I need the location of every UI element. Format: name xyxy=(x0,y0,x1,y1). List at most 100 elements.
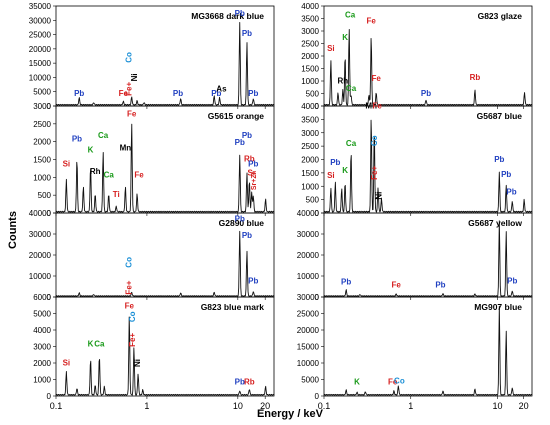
x-tick-label: 0.1 xyxy=(50,401,63,411)
spectrum-panel: 0 1000 2000 3000 4000 5000 6000 G823 blue mark S… xyxy=(33,293,275,411)
element-peak-label: Ni xyxy=(374,192,383,200)
y-tick-label: 500 xyxy=(38,191,52,200)
y-tick-label: 5000 xyxy=(33,88,51,97)
y-tick-label: 20000 xyxy=(29,45,52,54)
element-peak-label: Fe xyxy=(134,170,144,179)
panel-title: G5687 yellow xyxy=(468,218,522,228)
spectrum-line xyxy=(323,119,533,213)
x-tick-label: 20 xyxy=(260,401,270,411)
x-tick-label: 20 xyxy=(519,401,529,411)
element-peak-label: Fe xyxy=(372,74,382,83)
panel-title: G823 blue mark xyxy=(201,302,265,312)
spectrum-line xyxy=(55,230,275,297)
element-peak-label: Fe+ xyxy=(125,82,134,96)
element-peak-label: Fe xyxy=(367,17,377,26)
y-tick-label: 10000 xyxy=(29,272,52,281)
y-tick-label: 4000 xyxy=(33,326,51,335)
element-peak-label: Pb xyxy=(235,9,245,18)
element-peak-label: Si xyxy=(63,358,71,367)
spectrum-panel: 0 500 1000 1500 2000 2500 3000 3500 4000 G823 gla… xyxy=(301,2,533,111)
y-tick-label: 2000 xyxy=(301,52,319,61)
element-peak-label: Pb xyxy=(235,138,245,147)
y-tick-label: 500 xyxy=(306,196,320,205)
element-peak-label: Co xyxy=(125,52,134,63)
y-tick-label: 0 xyxy=(315,209,320,218)
spectrum-panel: 0 5000 10000 15000 20000 25000 30000 MG907 blue… xyxy=(297,293,533,411)
x-tick-label: 10 xyxy=(233,401,243,411)
y-tick-label: 15000 xyxy=(297,343,320,352)
element-peak-label: Pb xyxy=(74,89,84,98)
y-tick-label: 10000 xyxy=(29,73,52,82)
element-peak-label: Pb xyxy=(501,170,511,179)
y-tick-label: 20000 xyxy=(297,251,320,260)
y-tick-label: 30000 xyxy=(297,293,320,302)
spectrum-panel: 0 10000 20000 30000 40000 G5687 yellow Pb Fe Pb P… xyxy=(297,209,533,302)
element-peak-label: Pb xyxy=(494,155,504,164)
y-tick-label: 30000 xyxy=(29,230,52,239)
y-tick-label: 3000 xyxy=(33,102,51,111)
y-tick-label: 20000 xyxy=(297,326,320,335)
element-peak-label: As xyxy=(216,85,227,94)
element-peak-label: Rh xyxy=(338,77,349,86)
element-peak-label: Pb xyxy=(507,276,517,285)
y-tick-label: 1500 xyxy=(301,65,319,74)
y-tick-label: 0 xyxy=(47,102,52,111)
element-peak-label: Pb xyxy=(242,29,252,38)
element-peak-label: K xyxy=(354,377,360,386)
element-peak-label: Co xyxy=(125,257,134,268)
element-peak-label: Ca xyxy=(94,340,105,349)
element-peak-label: Si xyxy=(327,171,335,180)
element-peak-label: Ca xyxy=(346,139,357,148)
element-peak-label: Fe xyxy=(392,281,402,290)
element-peak-label: Co xyxy=(370,135,379,146)
element-peak-label: Rh xyxy=(90,167,101,176)
y-tick-label: 0 xyxy=(315,102,320,111)
y-tick-label: 10000 xyxy=(297,272,320,281)
element-peak-label: Pb xyxy=(235,377,245,386)
element-peak-label: Fe+ xyxy=(125,280,134,294)
spectrum-line xyxy=(323,305,533,396)
y-tick-label: 2500 xyxy=(301,142,319,151)
panel-title: G5687 blue xyxy=(477,111,523,121)
y-tick-label: 3500 xyxy=(301,115,319,124)
element-peak-label: Pb xyxy=(173,89,183,98)
y-axis-label: Counts xyxy=(7,211,19,249)
x-tick-label: 0.1 xyxy=(318,401,331,411)
spectrum-panel: 0 5000 10000 15000 20000 25000 30000 35000 MG366… xyxy=(29,2,275,111)
y-tick-label: 2000 xyxy=(301,156,319,165)
element-peak-label: K xyxy=(342,166,348,175)
element-peak-label: Sr xyxy=(247,169,255,178)
element-peak-label: Pb xyxy=(248,160,258,169)
element-peak-label: Pb xyxy=(341,277,351,286)
element-peak-label: Pb xyxy=(435,281,445,290)
y-tick-label: 2000 xyxy=(33,138,51,147)
element-peak-label: Fe+ xyxy=(370,166,379,180)
element-peak-label: Fe xyxy=(127,110,137,119)
element-peak-label: Pb xyxy=(421,89,431,98)
panel-title: MG907 blue xyxy=(474,302,522,312)
y-tick-label: 500 xyxy=(306,90,320,99)
element-peak-label: Ca xyxy=(98,131,109,140)
x-tick-label: 1 xyxy=(144,401,149,411)
element-peak-label: Ca xyxy=(345,10,356,19)
y-tick-label: 4000 xyxy=(301,2,319,11)
element-peak-label: Ti xyxy=(113,190,120,199)
y-tick-label: 0 xyxy=(47,293,52,302)
element-peak-label: Si xyxy=(63,160,71,169)
element-peak-label: K xyxy=(88,340,94,349)
x-axis-label: Energy / keV xyxy=(257,408,324,420)
element-peak-label: Ca xyxy=(104,170,115,179)
panel-title: MG3668 dark blue xyxy=(191,11,264,21)
y-tick-label: 1000 xyxy=(301,182,319,191)
element-peak-label: Pb xyxy=(235,214,245,223)
y-tick-label: 4000 xyxy=(301,102,319,111)
element-peak-label: Rb xyxy=(244,154,255,163)
y-tick-label: 20000 xyxy=(29,251,52,260)
element-peak-label: Co xyxy=(394,376,405,385)
spectrum-panel: 0 500 1000 1500 2000 2500 3000 G5615 orange Si Pb… xyxy=(33,102,275,218)
element-peak-label: Si xyxy=(327,44,335,53)
element-peak-label: Mn xyxy=(120,144,132,153)
y-tick-label: 10000 xyxy=(297,359,320,368)
element-peak-label: Pb xyxy=(248,276,258,285)
element-peak-label: Pb xyxy=(242,231,252,240)
